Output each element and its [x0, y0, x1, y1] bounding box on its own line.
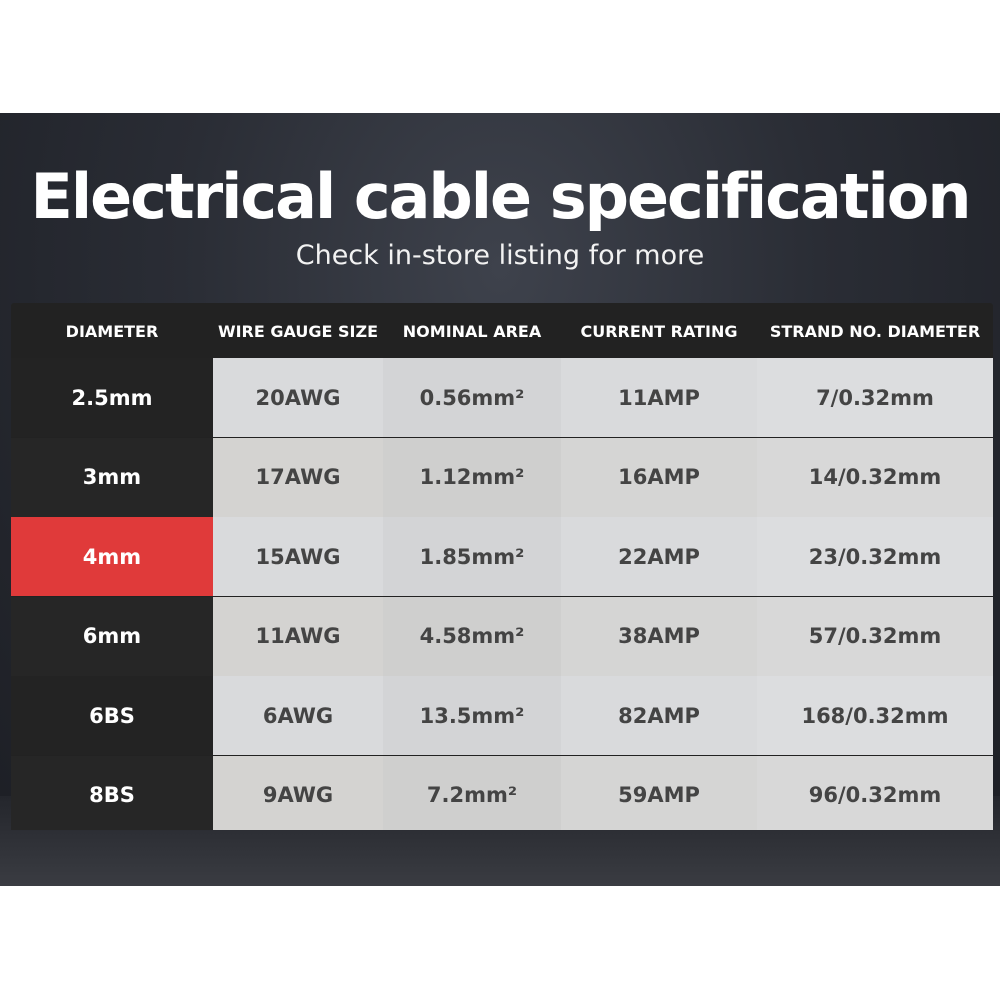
cell-gauge: 17AWG	[213, 437, 383, 517]
cell-area: 7.2mm²	[383, 755, 561, 830]
cell-strand: 23/0.32mm	[757, 517, 993, 596]
cell-diameter: 6BS	[11, 676, 213, 755]
table-row: 8BS 9AWG 7.2mm² 59AMP 96/0.32mm	[11, 755, 993, 830]
cell-current: 38AMP	[561, 596, 757, 676]
table-row: 4mm 15AWG 1.85mm² 22AMP 23/0.32mm	[11, 517, 993, 596]
table-row: 3mm 17AWG 1.12mm² 16AMP 14/0.32mm	[11, 437, 993, 517]
cell-current: 22AMP	[561, 517, 757, 596]
header-diameter: DIAMETER	[65, 322, 159, 341]
cell-gauge: 20AWG	[213, 358, 383, 437]
spec-table: DIAMETER WIRE GAUGE SIZE NOMINAL AREA CU…	[11, 303, 993, 830]
table-row: 6mm 11AWG 4.58mm² 38AMP 57/0.32mm	[11, 596, 993, 676]
cell-gauge: 6AWG	[213, 676, 383, 755]
cell-current: 59AMP	[561, 755, 757, 830]
header-current-rating: CURRENT RATING	[580, 322, 738, 341]
table-row: 6BS 6AWG 13.5mm² 82AMP 168/0.32mm	[11, 676, 993, 755]
header-wire-gauge: WIRE GAUGE SIZE	[217, 322, 379, 341]
cell-area: 1.12mm²	[383, 437, 561, 517]
cell-strand: 96/0.32mm	[757, 755, 993, 830]
cell-strand: 14/0.32mm	[757, 437, 993, 517]
header-nominal-area: NOMINAL AREA	[402, 322, 542, 341]
cell-current: 16AMP	[561, 437, 757, 517]
page-title: Electrical cable specification	[30, 160, 972, 233]
cell-gauge: 11AWG	[213, 596, 383, 676]
table-row: 2.5mm 20AWG 0.56mm² 11AMP 7/0.32mm	[11, 358, 993, 437]
cell-area: 13.5mm²	[383, 676, 561, 755]
page-subtitle: Check in-store listing for more	[295, 240, 705, 271]
cell-current: 11AMP	[561, 358, 757, 437]
cell-diameter: 8BS	[11, 755, 213, 830]
cell-diameter: 4mm	[11, 517, 213, 596]
cell-current: 82AMP	[561, 676, 757, 755]
cell-area: 1.85mm²	[383, 517, 561, 596]
cell-area: 4.58mm²	[383, 596, 561, 676]
cell-area: 0.56mm²	[383, 358, 561, 437]
cell-strand: 7/0.32mm	[757, 358, 993, 437]
header-strand-diameter: STRAND NO. DIAMETER	[769, 322, 981, 341]
cell-diameter: 2.5mm	[11, 358, 213, 437]
cell-strand: 57/0.32mm	[757, 596, 993, 676]
cell-gauge: 15AWG	[213, 517, 383, 596]
cell-gauge: 9AWG	[213, 755, 383, 830]
cell-diameter: 3mm	[11, 437, 213, 517]
cell-strand: 168/0.32mm	[757, 676, 993, 755]
cell-diameter: 6mm	[11, 596, 213, 676]
